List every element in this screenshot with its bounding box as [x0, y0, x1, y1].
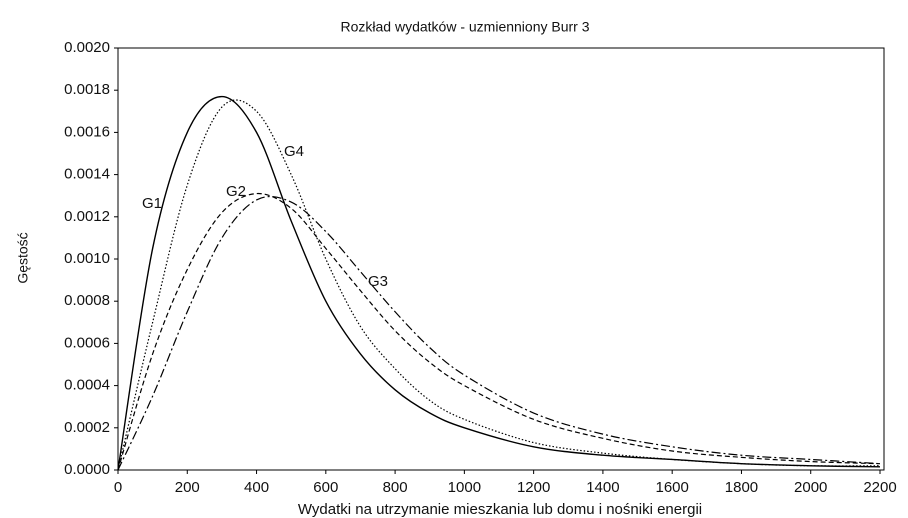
- x-tick-label: 800: [383, 479, 408, 496]
- x-tick-label: 2000: [794, 479, 827, 496]
- x-tick-label: 0: [114, 479, 122, 496]
- x-tick-label: 2200: [863, 479, 896, 496]
- y-tick-label: 0.0006: [64, 334, 110, 351]
- series-line: [117, 99, 881, 471]
- x-axis-label: Wydatki na utrzymanie mieszkania lub dom…: [298, 501, 702, 518]
- y-tick-label: 0.0014: [64, 166, 110, 183]
- y-tick-label: 0.0000: [64, 461, 110, 478]
- x-tick-label: 1800: [725, 479, 758, 496]
- series-label: G4: [284, 143, 304, 160]
- series-line: [117, 95, 881, 471]
- y-tick-label: 0.0010: [64, 250, 110, 267]
- y-tick-label: 0.0018: [64, 81, 110, 98]
- x-tick-label: 1600: [655, 479, 688, 496]
- series-label: G1: [142, 195, 162, 212]
- x-tick-label: 400: [244, 479, 269, 496]
- y-tick-label: 0.0002: [64, 419, 110, 436]
- x-tick-label: 1000: [448, 479, 481, 496]
- series-label: G3: [368, 273, 388, 290]
- series-line: [117, 192, 881, 471]
- y-tick-label: 0.0020: [64, 39, 110, 56]
- series-label: G2: [226, 183, 246, 200]
- y-axis-label: Gęstość: [15, 232, 31, 283]
- x-tick-label: 1400: [586, 479, 619, 496]
- y-tick-label: 0.0012: [64, 208, 110, 225]
- y-tick-label: 0.0004: [64, 377, 110, 394]
- x-tick-label: 600: [313, 479, 338, 496]
- y-tick-label: 0.0008: [64, 292, 110, 309]
- series-line: [117, 195, 881, 471]
- y-tick-label: 0.0016: [64, 123, 110, 140]
- plot-frame: [117, 47, 885, 471]
- x-tick-label: 200: [175, 479, 200, 496]
- chart-title: Rozkład wydatków - uzmienniony Burr 3: [341, 19, 590, 35]
- x-tick-label: 1200: [517, 479, 550, 496]
